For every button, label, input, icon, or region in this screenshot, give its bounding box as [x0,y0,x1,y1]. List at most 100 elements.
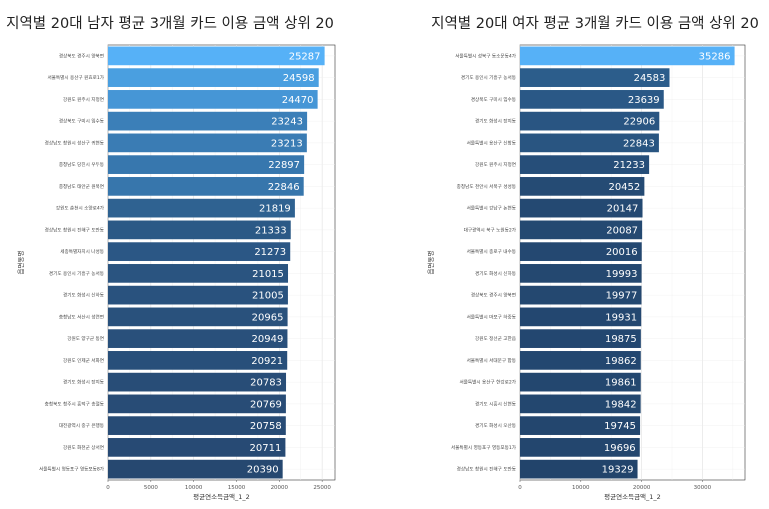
chart-2-bar [520,329,641,348]
chart-1-category-label: 강원도 춘천시 소양로4가 [56,205,105,212]
chart-2-tick-label: 0 [518,485,522,491]
chart-2-category-label: 경상북도 구미시 임수동 [471,96,516,103]
chart-2-bar [520,111,660,131]
chart-1-bar-label: 20769 [250,399,282,410]
chart-2-category-label: 충청남도 천안시 서북구 성성동 [457,183,516,190]
chart-1-category-label: 강원도 양구군 동면 [67,335,104,342]
chart-2-tick-label: 30000 [694,485,712,491]
chart-1-bar [108,198,295,218]
chart-1-tick-label: 20000 [271,485,289,491]
chart-2-bar-label: 19745 [604,421,636,432]
chart-2-bar-label: 22843 [623,138,655,149]
chart-1-bar [108,155,305,174]
chart-1-bar-label: 24470 [282,95,314,106]
chart-2-category-label: 경기도 화성시 장지동 [475,118,516,125]
chart-1-bar [108,220,291,240]
chart-2-category-label: 서울특별시 용산구 신창동 [467,139,516,146]
chart-2-bar [520,351,641,370]
chart-1-bar-label: 20758 [250,421,282,432]
chart-2-category-label: 경기도 용인시 기흥구 농서동 [461,74,516,81]
chart-2-category-label: 서울특별시 서대문구 합동 [467,357,516,364]
chart-1-bar-label: 21015 [252,269,284,280]
chart-1-bar [108,438,286,457]
chart-1-category-label: 강원도 원주시 지정면 [63,96,104,103]
chart-1-category-label: 강원도 화천군 상서면 [63,444,104,451]
chart-1-bar-label: 24598 [283,73,315,84]
chart-1-bar [108,351,288,370]
chart-1-category-label: 경기도 용인시 기흥구 농서동 [49,270,104,277]
chart-1-category-label: 경상북도 경주시 양북면 [59,52,104,59]
chart-2-panel [519,44,746,481]
chart-2-bar [520,155,650,174]
chart-2-bar-label: 19329 [602,465,634,476]
chart-1-bar-label: 22897 [268,160,300,171]
chart-1-bar-label: 21333 [255,225,287,236]
chart-2-bar [520,177,645,196]
chart-1-bar [108,264,289,283]
chart-1-bar-label: 25287 [289,51,321,62]
chart-1-category-label: 세종특별자치시 나성동 [60,248,104,255]
chart-1-panel [107,44,336,481]
chart-2-category-label: 서울특별시 성북구 동소문동4가 [455,52,517,59]
chart-2-bar-label: 19861 [605,378,637,389]
chart-1-bar-label: 23243 [271,117,303,128]
chart-1-bar [108,329,288,348]
chart-1-bar-label: 20949 [252,334,284,345]
chart-1-tick-label: 0 [106,485,110,491]
chart-2-bar-label: 19862 [605,356,637,367]
chart-2-category-label: 경기도 시흥시 신현동 [475,400,516,407]
chart-1-bar-label: 21273 [254,247,286,258]
chart-1-bar-label: 23213 [271,138,303,149]
chart-1-bar-label: 20390 [247,465,279,476]
chart-1-category-label: 충청북도 청주시 흥덕구 송절동 [45,400,104,407]
chart-2-bar-label: 19875 [605,334,637,345]
chart-2-bar [520,46,735,66]
chart-1-bar [108,416,286,435]
chart-1-bar-label: 20783 [250,378,282,389]
chart-2-bar [520,90,664,109]
chart-1-bar [108,68,319,87]
chart-2-category-label: 서울특별시 종로구 내수동 [467,248,516,255]
chart-2-tick-label: 10000 [572,485,590,491]
chart-1-category-label: 대전광역시 중구 은행동 [59,422,104,429]
chart-2-category-label: 서울특별시 영등포구 영등포동1가 [451,444,517,451]
chart-2-bar-label: 22906 [623,117,655,128]
chart-1-category-label: 서울특별시 용산구 원효로1가 [47,74,104,81]
chart-1-category-label: 충청남도 서산시 성연면 [59,313,104,320]
chart-1-bar-label: 22846 [268,182,300,193]
chart-1-category-label: 경상남도 창원시 성산구 귀현동 [45,139,104,146]
chart-1-bar [108,46,325,66]
chart-2-bar [520,133,659,153]
chart-2-bar [520,372,641,392]
chart-2-category-label: 경기도 화성시 신하동 [475,270,516,277]
chart-2-bar [520,68,670,87]
chart-2-bar-label: 19977 [606,291,638,302]
chart-2-bar [520,198,643,218]
chart-2-bar-label: 20087 [606,225,638,236]
chart-2-bar [520,416,641,435]
chart-2-category-label: 경상북도 경주시 양북면 [471,292,516,299]
chart-2-bar [520,394,641,414]
chart-2-category-label: 서울특별시 강남구 논현동 [467,205,516,212]
chart-1-bar [108,372,287,392]
chart-1-bar-label: 20711 [250,443,282,454]
chart-1-bar [108,459,283,479]
chart-1-bar [108,307,288,327]
chart-2-bar [520,220,643,240]
chart-1-category-label: 경상북도 구미시 임수동 [59,118,104,125]
chart-1-bar [108,133,307,153]
chart-2-bar-label: 19696 [604,443,636,454]
chart-2-bar-label: 21233 [613,160,645,171]
chart-2-bar-label: 23639 [628,95,660,106]
chart-1-bar-label: 20965 [252,312,284,323]
chart-2-bar [520,285,642,305]
chart-1-bar-label: 21005 [252,291,284,302]
chart-1-bar [108,285,288,305]
chart-2-y-axis-label: 읍면동명 [426,251,435,275]
chart-2-bar-label: 19931 [605,312,637,323]
chart-2-x-axis-label: 평균연소득금액_1_2 [604,492,661,501]
chart-2-bar-label: 20016 [606,247,638,258]
chart-1-category-label: 충청남도 당진시 우두동 [59,161,104,168]
chart-1-category-label: 충청남도 태안군 원북면 [59,183,104,190]
